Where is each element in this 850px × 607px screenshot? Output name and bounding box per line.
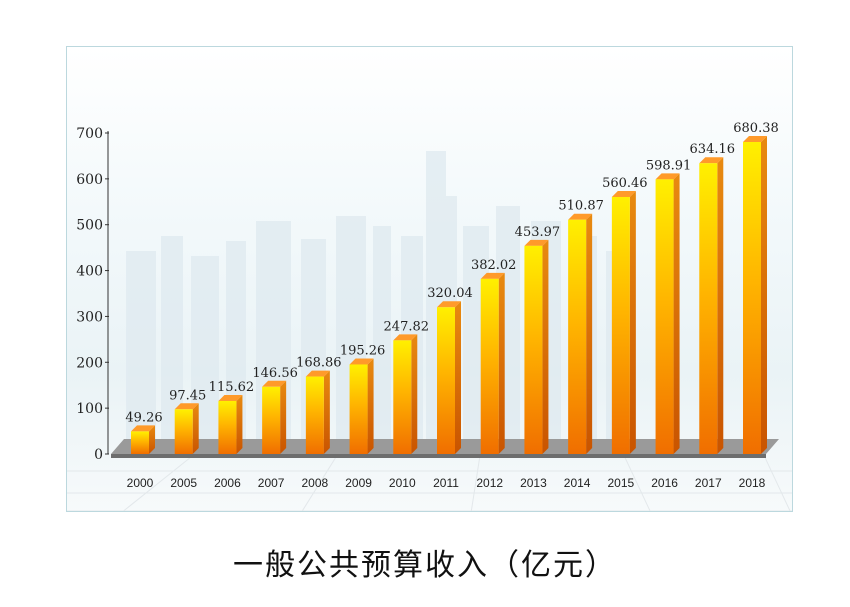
bar-value-label: 634.16: [690, 142, 736, 157]
bar-top-cap: [568, 213, 593, 220]
bar-side: [455, 301, 461, 454]
bar-top-cap: [131, 425, 155, 432]
bar: [743, 141, 761, 454]
bar: [524, 245, 543, 454]
bar-side: [673, 173, 680, 454]
y-axis: 0 100 200 300 400 500 600 700: [76, 126, 109, 463]
bar: [131, 431, 149, 454]
bars: [131, 135, 767, 455]
bar-value-label: 598.91: [646, 158, 692, 173]
bar: [218, 400, 237, 454]
x-tick-label: 2010: [389, 476, 416, 490]
bar: [174, 409, 193, 454]
floor-edge: [111, 454, 766, 458]
x-tick-label: 2013: [520, 476, 547, 490]
bar: [349, 364, 368, 454]
bar-side: [717, 157, 724, 455]
bar: [655, 179, 674, 454]
bar-value-label: 97.45: [169, 388, 206, 403]
y-tick-label: 500: [76, 218, 103, 234]
chart-frame: 0 100 200 300 400 500 600 700 49.26 97.45 115.62 1…: [66, 46, 793, 512]
x-tick-label: 2007: [258, 476, 285, 490]
bar-top-cap: [305, 370, 330, 377]
bar-side: [629, 190, 636, 454]
bar-side: [411, 334, 418, 454]
bar-top-cap: [437, 301, 461, 308]
bar-top-cap: [349, 358, 374, 365]
bar-value-label: 115.62: [209, 380, 255, 395]
bar-top-cap: [480, 272, 505, 279]
bar-top-cap: [743, 135, 767, 142]
bar-side: [192, 403, 199, 454]
x-tick-label: 2000: [127, 476, 154, 490]
x-axis-labels: 2000 2005 2006 2007 2008 2009 2010 2011 2012 2013…: [127, 476, 766, 490]
y-tick-label: 100: [76, 401, 103, 417]
bar-side: [586, 213, 593, 454]
bar-side: [236, 394, 243, 454]
bar-value-label: 320.04: [427, 286, 473, 301]
bar: [699, 163, 718, 455]
bar-value-label: 382.02: [471, 258, 517, 273]
x-tick-label: 2014: [564, 476, 591, 490]
x-tick-label: 2009: [345, 476, 372, 490]
bar-side: [280, 380, 287, 454]
bar: [568, 219, 587, 454]
bar-top-cap: [524, 239, 549, 246]
bar-value-label: 49.26: [125, 410, 162, 425]
bar: [437, 307, 455, 454]
bar-top-cap: [611, 190, 636, 197]
bar-top-cap: [393, 334, 418, 341]
bar-value-label: 247.82: [384, 319, 430, 334]
bar-side: [367, 358, 374, 454]
bar-side: [323, 370, 330, 454]
bar-side: [542, 239, 549, 454]
bar-top-cap: [174, 403, 199, 410]
bar-top-cap: [655, 173, 680, 180]
x-tick-label: 2011: [433, 476, 459, 490]
bar-top-cap: [699, 157, 724, 164]
y-tick-label: 400: [76, 264, 103, 280]
bar-top-cap: [218, 394, 243, 401]
bar-value-label: 453.97: [515, 225, 561, 240]
bar-value-label: 168.86: [296, 356, 342, 371]
bar-value-label: 195.26: [340, 343, 386, 358]
chart-caption: 一般公共预算收入（亿元）: [233, 548, 617, 583]
x-tick-label: 2005: [170, 476, 197, 490]
bar: [393, 340, 412, 454]
bar-side: [498, 272, 505, 454]
bar: [262, 386, 281, 454]
bar: [611, 196, 630, 454]
bar: [305, 376, 324, 454]
x-tick-label: 2012: [476, 476, 503, 490]
y-tick-label: 0: [94, 447, 103, 463]
y-tick-label: 300: [76, 309, 103, 325]
x-tick-label: 2006: [214, 476, 241, 490]
x-tick-label: 2008: [302, 476, 329, 490]
bar-side: [149, 425, 155, 454]
x-tick-label: 2015: [608, 476, 635, 490]
y-tick-label: 700: [76, 126, 103, 142]
x-tick-label: 2016: [651, 476, 678, 490]
bar-value-label: 680.38: [733, 121, 779, 136]
bar-value-label: 510.87: [558, 199, 604, 214]
bar-value-label: 560.46: [602, 176, 648, 191]
y-tick-label: 600: [76, 172, 103, 188]
bar-value-label: 146.56: [252, 366, 298, 381]
x-tick-label: 2018: [739, 476, 766, 490]
bar-side: [761, 135, 767, 454]
y-tick-label: 200: [76, 355, 103, 371]
floor-grid: [67, 448, 792, 511]
bar: [480, 278, 499, 454]
x-tick-label: 2017: [695, 476, 722, 490]
bar-top-cap: [262, 380, 287, 387]
